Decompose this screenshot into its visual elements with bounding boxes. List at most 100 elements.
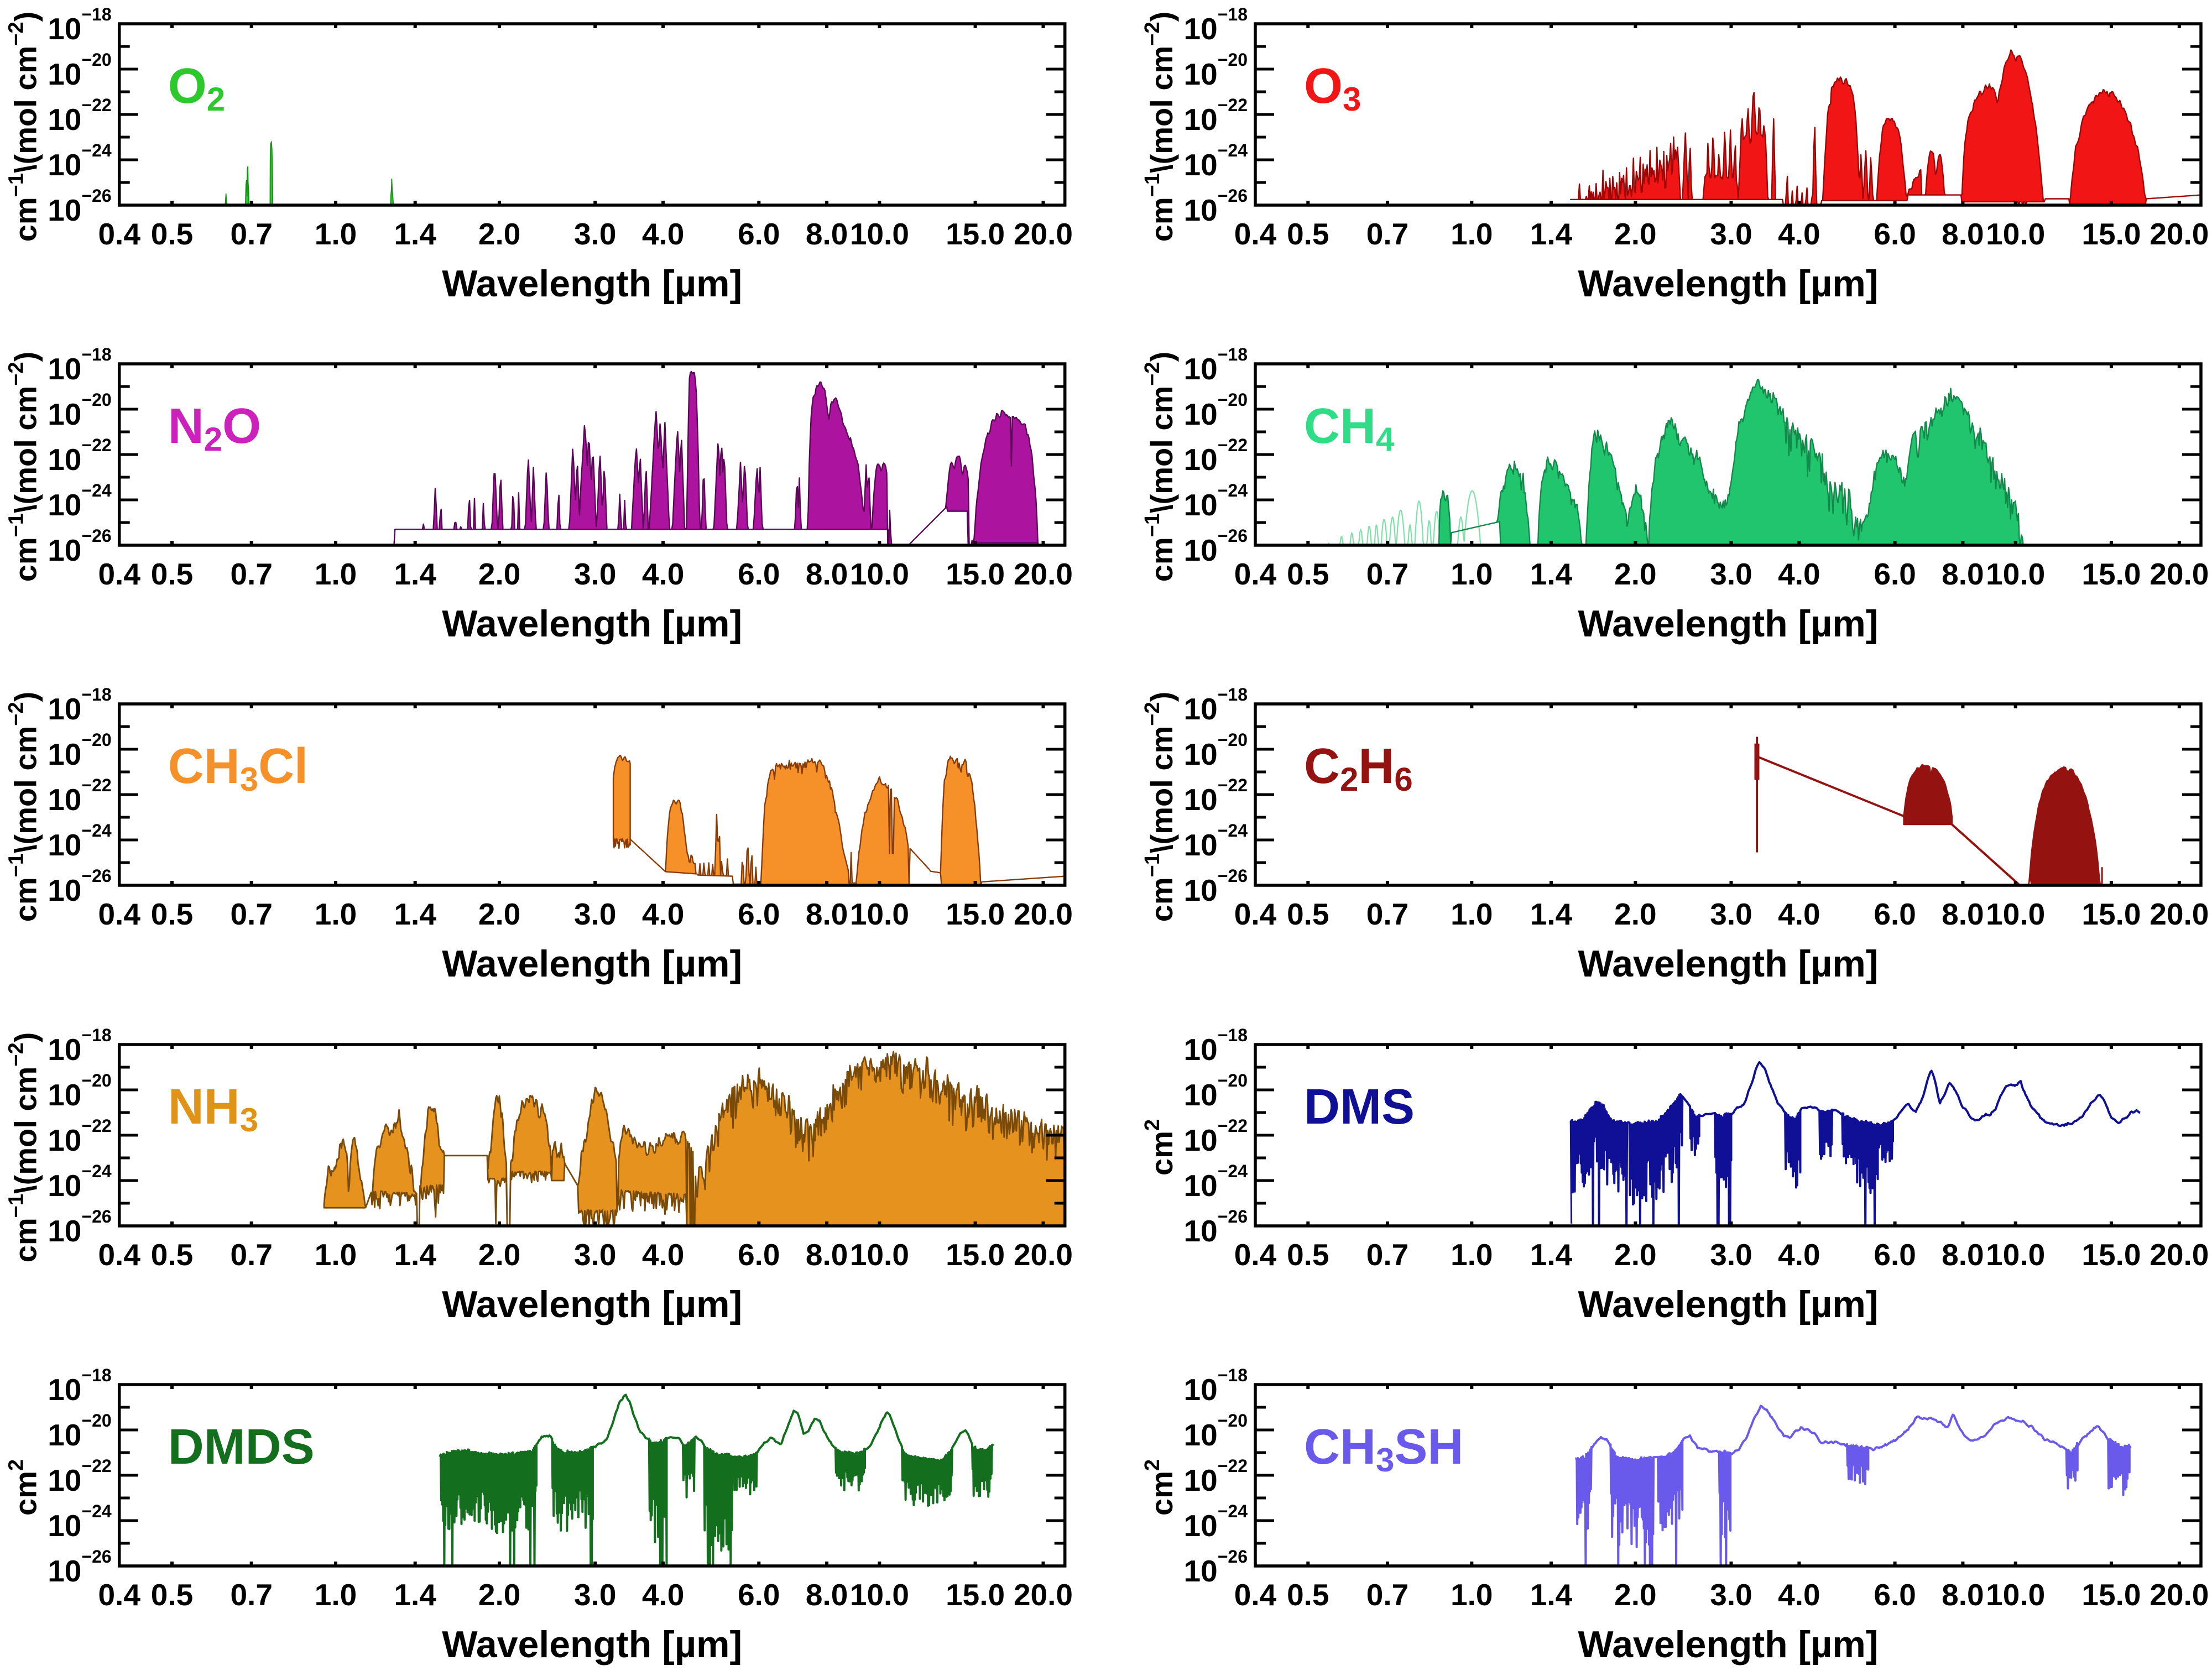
svg-text:10.0: 10.0 bbox=[1986, 557, 2045, 591]
svg-text:15.0: 15.0 bbox=[2081, 217, 2141, 251]
svg-text:8.0: 8.0 bbox=[806, 557, 848, 591]
svg-text:10−26: 10−26 bbox=[1184, 526, 1248, 567]
svg-text:20.0: 20.0 bbox=[2150, 897, 2209, 931]
svg-text:10−24: 10−24 bbox=[1184, 481, 1248, 522]
svg-text:10−18: 10−18 bbox=[1184, 1025, 1248, 1067]
svg-text:CH3Cl: CH3Cl bbox=[168, 739, 308, 798]
svg-text:0.5: 0.5 bbox=[1287, 217, 1329, 251]
svg-text:0.4: 0.4 bbox=[1234, 1238, 1277, 1272]
svg-text:cm2: cm2 bbox=[1141, 1459, 1179, 1516]
svg-text:Wavelength [µm]: Wavelength [µm] bbox=[1578, 943, 1879, 985]
svg-text:10−18: 10−18 bbox=[1184, 344, 1248, 386]
svg-text:3.0: 3.0 bbox=[1710, 897, 1752, 931]
svg-text:20.0: 20.0 bbox=[2150, 557, 2209, 591]
svg-text:10−20: 10−20 bbox=[48, 390, 111, 431]
svg-text:10.0: 10.0 bbox=[850, 897, 909, 931]
svg-text:0.7: 0.7 bbox=[230, 557, 272, 591]
svg-text:CH4: CH4 bbox=[1304, 399, 1395, 458]
svg-text:20.0: 20.0 bbox=[2150, 217, 2209, 251]
svg-text:3.0: 3.0 bbox=[1710, 1578, 1752, 1612]
svg-text:1.0: 1.0 bbox=[1451, 557, 1493, 591]
svg-text:0.7: 0.7 bbox=[1366, 217, 1408, 251]
svg-text:2.0: 2.0 bbox=[478, 217, 520, 251]
svg-text:10.0: 10.0 bbox=[850, 557, 909, 591]
svg-text:15.0: 15.0 bbox=[946, 557, 1005, 591]
svg-text:0.4: 0.4 bbox=[1234, 897, 1277, 931]
svg-text:6.0: 6.0 bbox=[1874, 217, 1916, 251]
svg-text:10−18: 10−18 bbox=[1184, 685, 1248, 726]
svg-text:4.0: 4.0 bbox=[642, 217, 684, 251]
svg-text:10−22: 10−22 bbox=[1184, 775, 1248, 817]
svg-text:10−26: 10−26 bbox=[1184, 186, 1248, 227]
svg-text:Wavelength [µm]: Wavelength [µm] bbox=[1578, 263, 1879, 305]
svg-text:4.0: 4.0 bbox=[1778, 557, 1820, 591]
svg-text:15.0: 15.0 bbox=[2081, 897, 2141, 931]
svg-text:20.0: 20.0 bbox=[2150, 1578, 2209, 1612]
svg-text:0.5: 0.5 bbox=[1287, 1578, 1329, 1612]
svg-text:CH3SH: CH3SH bbox=[1304, 1419, 1463, 1479]
svg-text:0.5: 0.5 bbox=[1287, 897, 1329, 931]
svg-text:O2: O2 bbox=[168, 59, 225, 118]
svg-text:20.0: 20.0 bbox=[1014, 217, 1073, 251]
svg-text:10−26: 10−26 bbox=[48, 866, 111, 907]
svg-text:10−20: 10−20 bbox=[48, 50, 111, 91]
svg-text:10−22: 10−22 bbox=[1184, 95, 1248, 137]
svg-text:1.0: 1.0 bbox=[315, 897, 357, 931]
svg-text:3.0: 3.0 bbox=[1710, 217, 1752, 251]
svg-text:cm2: cm2 bbox=[5, 1459, 43, 1516]
svg-text:6.0: 6.0 bbox=[1874, 1238, 1916, 1272]
svg-text:4.0: 4.0 bbox=[642, 1578, 684, 1612]
svg-text:1.0: 1.0 bbox=[1451, 897, 1493, 931]
svg-text:0.7: 0.7 bbox=[1366, 557, 1408, 591]
svg-text:2.0: 2.0 bbox=[1614, 897, 1656, 931]
svg-text:10−18: 10−18 bbox=[48, 4, 111, 46]
svg-text:2.0: 2.0 bbox=[1614, 557, 1656, 591]
svg-text:4.0: 4.0 bbox=[642, 1238, 684, 1272]
svg-text:10.0: 10.0 bbox=[1986, 1578, 2045, 1612]
svg-text:15.0: 15.0 bbox=[946, 897, 1005, 931]
svg-text:10.0: 10.0 bbox=[1986, 897, 2045, 931]
svg-text:3.0: 3.0 bbox=[574, 1238, 616, 1272]
svg-text:6.0: 6.0 bbox=[738, 557, 780, 591]
svg-text:2.0: 2.0 bbox=[478, 897, 520, 931]
svg-text:0.7: 0.7 bbox=[230, 217, 272, 251]
svg-text:10−20: 10−20 bbox=[1184, 50, 1248, 91]
svg-text:10−24: 10−24 bbox=[48, 1501, 112, 1543]
svg-text:0.4: 0.4 bbox=[98, 217, 140, 251]
svg-text:10.0: 10.0 bbox=[850, 1238, 909, 1272]
svg-text:15.0: 15.0 bbox=[946, 1578, 1005, 1612]
svg-text:10−20: 10−20 bbox=[48, 1071, 111, 1112]
svg-text:6.0: 6.0 bbox=[738, 1578, 780, 1612]
svg-text:1.0: 1.0 bbox=[315, 557, 357, 591]
svg-text:10−24: 10−24 bbox=[48, 140, 112, 182]
svg-text:0.4: 0.4 bbox=[98, 1578, 140, 1612]
svg-text:DMS: DMS bbox=[1304, 1079, 1415, 1135]
svg-text:4.0: 4.0 bbox=[1778, 1238, 1820, 1272]
svg-text:NH3: NH3 bbox=[168, 1079, 258, 1139]
svg-text:cm−1\(mol cm−2): cm−1\(mol cm−2) bbox=[1141, 352, 1179, 582]
svg-text:10−22: 10−22 bbox=[1184, 435, 1248, 477]
svg-text:10−20: 10−20 bbox=[1184, 1411, 1248, 1452]
svg-text:0.7: 0.7 bbox=[1366, 1238, 1408, 1272]
svg-text:10−20: 10−20 bbox=[1184, 1071, 1248, 1112]
svg-text:1.0: 1.0 bbox=[1451, 1238, 1493, 1272]
svg-text:0.7: 0.7 bbox=[230, 1578, 272, 1612]
svg-text:cm−1\(mol cm−2): cm−1\(mol cm−2) bbox=[5, 1032, 43, 1263]
svg-text:10−26: 10−26 bbox=[48, 186, 111, 227]
svg-text:3.0: 3.0 bbox=[574, 557, 616, 591]
svg-text:15.0: 15.0 bbox=[2081, 1578, 2141, 1612]
svg-text:0.5: 0.5 bbox=[1287, 1238, 1329, 1272]
svg-text:15.0: 15.0 bbox=[2081, 1238, 2141, 1272]
svg-text:20.0: 20.0 bbox=[1014, 1238, 1073, 1272]
svg-text:10−22: 10−22 bbox=[1184, 1116, 1248, 1157]
svg-text:10−22: 10−22 bbox=[48, 1456, 111, 1497]
svg-text:Wavelength [µm]: Wavelength [µm] bbox=[1578, 603, 1879, 645]
svg-text:cm−1\(mol cm−2): cm−1\(mol cm−2) bbox=[5, 352, 43, 582]
svg-text:10−18: 10−18 bbox=[48, 1025, 111, 1067]
svg-text:10−20: 10−20 bbox=[1184, 730, 1248, 771]
svg-text:cm−1\(mol cm−2): cm−1\(mol cm−2) bbox=[5, 692, 43, 922]
svg-text:6.0: 6.0 bbox=[1874, 897, 1916, 931]
svg-text:20.0: 20.0 bbox=[1014, 897, 1073, 931]
svg-text:2.0: 2.0 bbox=[1614, 217, 1656, 251]
svg-text:4.0: 4.0 bbox=[642, 897, 684, 931]
